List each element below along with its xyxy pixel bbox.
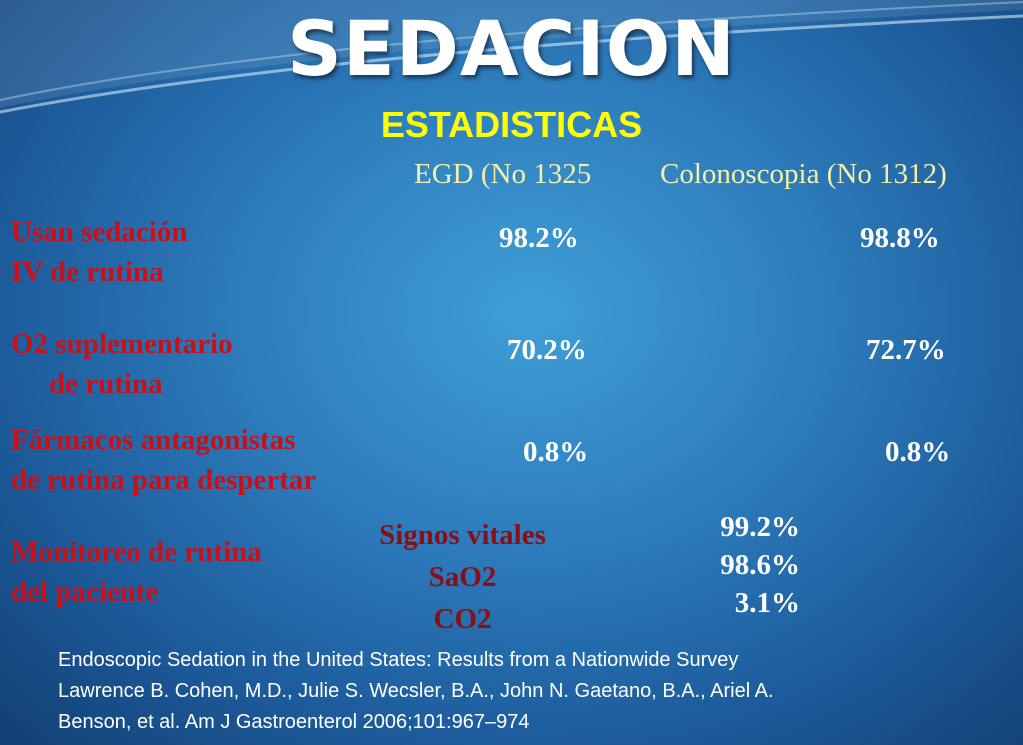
value-colon-oxygen: 72.7% — [866, 334, 946, 366]
row-label-line: de rutina para despertar — [11, 464, 317, 496]
column-header-colonoscopy: Colonoscopia (No 1312) — [660, 158, 947, 190]
row-label-sedation: Usan sedación IV de rutina — [11, 212, 187, 292]
monitoring-item-co2: CO2 — [433, 603, 492, 635]
reference-line: Lawrence B. Cohen, M.D., Julie S. Wecsle… — [58, 680, 774, 702]
reference-line: Benson, et al. Am J Gastroenterol 2006;1… — [58, 711, 530, 733]
value-colon-sedation: 98.8% — [860, 222, 940, 254]
row-label-line: Fármacos antagonistas — [11, 424, 296, 456]
row-label-monitoring: Monitoreo de rutina del paciente — [11, 532, 262, 612]
reference-line: Endoscopic Sedation in the United States… — [58, 649, 739, 671]
monitoring-value-sao2: 98.6% — [720, 549, 800, 581]
column-header-egd: EGD (No 1325 — [414, 158, 592, 190]
monitoring-item-vital-signs: Signos vitales — [379, 519, 546, 551]
value-egd-oxygen: 70.2% — [507, 334, 587, 366]
slide-title: SEDACION — [287, 4, 736, 93]
slide-subtitle: ESTADISTICAS — [380, 104, 643, 145]
row-label-line: Monitoreo de rutina — [11, 536, 262, 568]
reference-citation: Endoscopic Sedation in the United States… — [58, 645, 774, 738]
row-label-line: O2 suplementario — [11, 328, 233, 360]
monitoring-items: Signos vitales SaO2 CO2 — [350, 514, 575, 640]
decorative-swoosh — [0, 0, 1023, 114]
monitoring-value-co2: 3.1% — [734, 587, 800, 619]
row-label-line: IV de rutina — [11, 256, 164, 288]
row-label-line: del paciente — [11, 576, 159, 608]
monitoring-item-sao2: SaO2 — [428, 561, 497, 593]
row-label-line: Usan sedación — [11, 216, 188, 248]
value-colon-antagonists: 0.8% — [885, 436, 951, 468]
row-label-line: de rutina — [49, 368, 163, 400]
monitoring-values: 99.2% 98.6% 3.1% — [690, 508, 800, 622]
value-egd-antagonists: 0.8% — [523, 436, 589, 468]
row-label-antagonists: Fármacos antagonistas de rutina para des… — [11, 420, 316, 500]
row-label-oxygen: O2 suplementario de rutina — [11, 324, 233, 404]
value-egd-sedation: 98.2% — [499, 222, 579, 254]
monitoring-value-vital-signs: 99.2% — [720, 511, 800, 543]
